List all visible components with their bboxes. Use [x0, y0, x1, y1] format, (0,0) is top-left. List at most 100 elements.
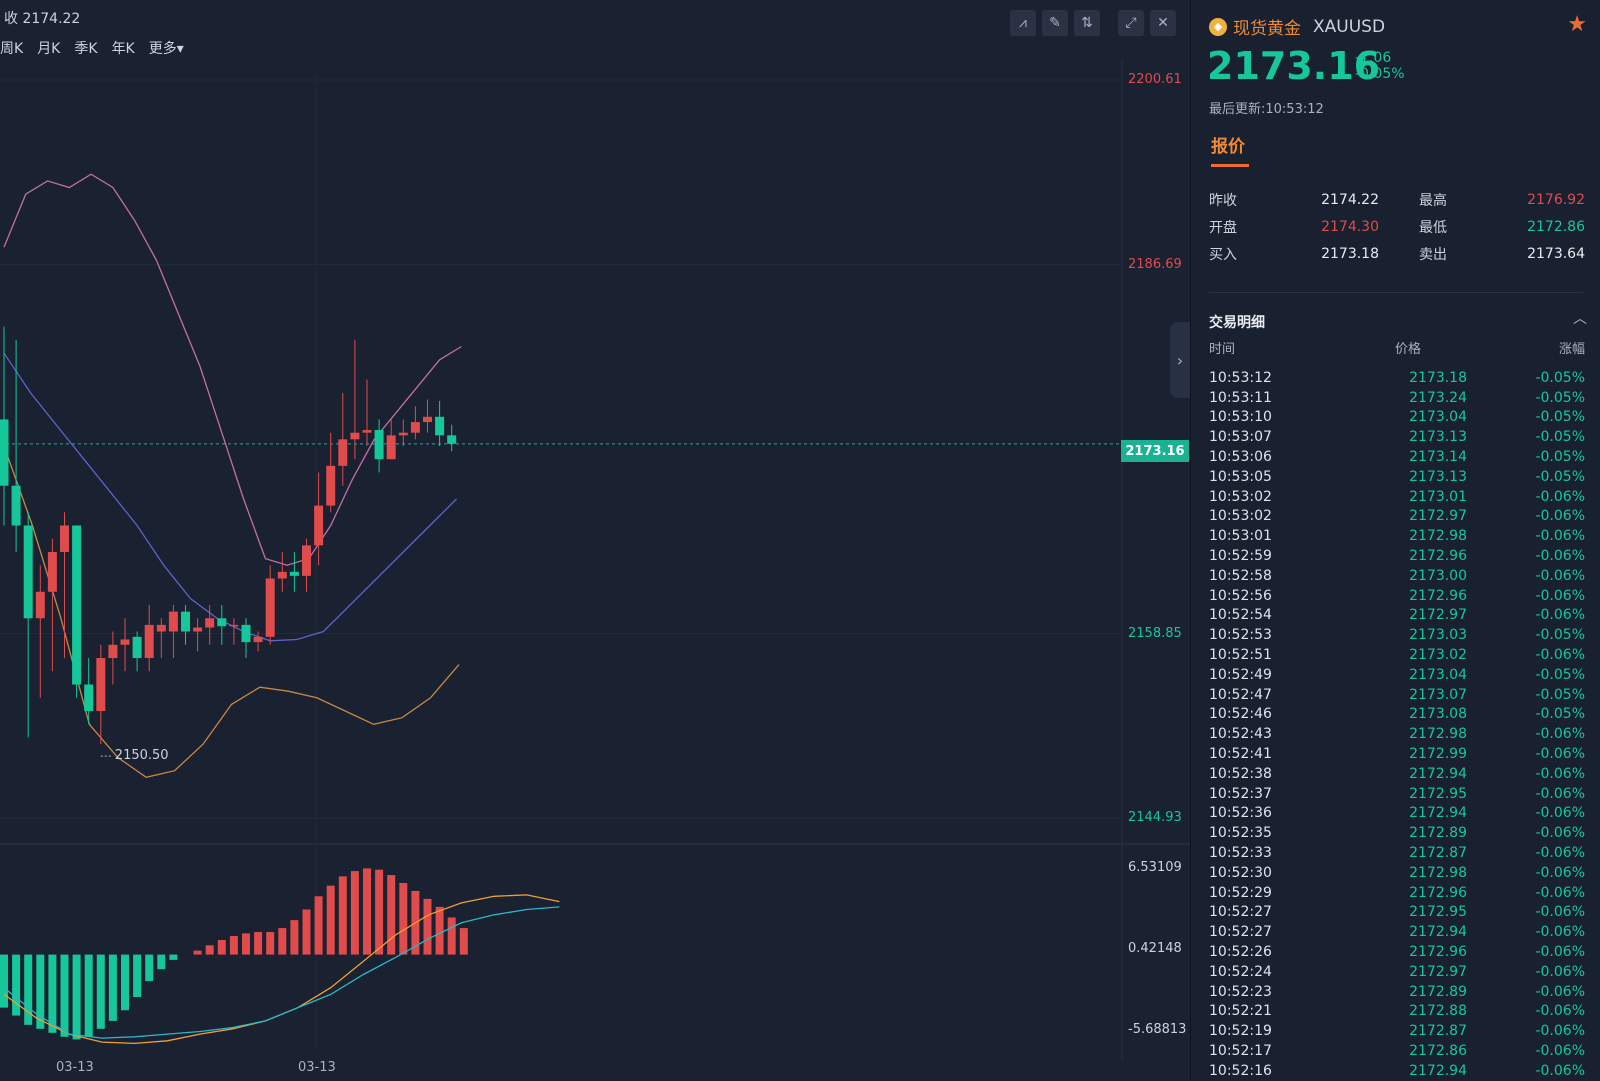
close-tool-button[interactable]: ✕ [1150, 10, 1176, 36]
last-updated: 最后更新:10:53:12 [1209, 102, 1324, 117]
trade-change: -0.06% [1535, 587, 1585, 604]
trade-change: -0.06% [1535, 488, 1585, 505]
trade-row: 10:52:58 2173.00 -0.06% [1209, 566, 1585, 586]
collapse-trades-chevron-up-icon[interactable]: ︿ [1573, 311, 1587, 327]
price-axis-label: 2200.61 [1128, 72, 1182, 87]
macd-bar [326, 885, 335, 955]
trade-row: 10:52:16 2172.94 -0.06% [1209, 1061, 1585, 1081]
macd-bar [387, 875, 396, 955]
chart-area[interactable]: 收 2174.22 周K 月K 季K 年K 更多▾ ⩘ ✎ ⇅ ⤢ ✕ 2200.61 2186.… [0, 0, 1190, 1080]
trade-time: 10:52:49 [1209, 666, 1272, 683]
candle-body [423, 416, 432, 423]
tab-underline [1211, 164, 1249, 167]
macd-bar [435, 906, 444, 955]
prev-close-label: 收 2174.22 [4, 11, 81, 27]
trade-price: 2172.94 [1409, 765, 1467, 782]
draw-tool-icon: ✎ [1049, 15, 1061, 31]
quote-value: 2172.86 [1527, 218, 1585, 235]
macd-bar [48, 954, 57, 1033]
compare-tool-button[interactable]: ⇅ [1074, 10, 1100, 36]
trade-change: -0.06% [1535, 805, 1585, 822]
macd-bar [96, 954, 105, 1029]
trade-price: 2172.94 [1409, 805, 1467, 822]
draw-tool-button[interactable]: ✎ [1042, 10, 1068, 36]
candle-body [302, 545, 311, 576]
trade-change: -0.05% [1535, 449, 1585, 466]
trade-change: -0.05% [1535, 706, 1585, 723]
macd-bar [254, 932, 263, 955]
header-price: 价格 [1394, 342, 1421, 357]
macd-bar [0, 954, 8, 1008]
candle-body [120, 639, 130, 645]
trade-row: 10:52:24 2172.97 -0.06% [1209, 962, 1585, 982]
candle-body [229, 624, 239, 627]
trade-row: 10:53:11 2173.24 -0.05% [1209, 388, 1585, 408]
trade-time: 10:52:59 [1209, 548, 1272, 565]
collapse-panel-handle[interactable]: › [1170, 322, 1190, 398]
chart-toolbar: ⩘ ✎ ⇅ ⤢ ✕ [1010, 10, 1176, 36]
period-tab[interactable]: 周K [0, 41, 24, 57]
macd-bar [72, 954, 81, 1040]
trade-price: 2173.03 [1409, 627, 1467, 644]
close-tool-icon: ✕ [1157, 15, 1169, 31]
period-tab[interactable]: 月K [37, 41, 61, 57]
trade-change: -0.06% [1535, 508, 1585, 525]
macd-bar [217, 940, 226, 955]
trade-change: -0.05% [1535, 389, 1585, 406]
trade-row: 10:53:02 2172.97 -0.06% [1209, 507, 1585, 527]
trade-row: 10:52:19 2172.87 -0.06% [1209, 1021, 1585, 1041]
trade-time: 10:52:23 [1209, 983, 1272, 1000]
macd-bar [423, 898, 432, 955]
indicator-tool-button[interactable]: ⩘ [1010, 10, 1036, 36]
candle-body [47, 551, 57, 592]
trade-time: 10:52:19 [1209, 1023, 1272, 1040]
trade-time: 10:52:27 [1209, 904, 1272, 921]
expand-tool-button[interactable]: ⤢ [1118, 10, 1144, 36]
macd-bar [447, 917, 456, 955]
trade-change: -0.05% [1535, 666, 1585, 683]
quote-grid: 昨收 2174.22 最高 2176.92 开盘 2174.30 最低 2172.86 买入 21… [1209, 186, 1585, 267]
trade-change: -0.06% [1535, 726, 1585, 743]
trade-time: 10:52:43 [1209, 726, 1272, 743]
trade-row: 10:52:35 2172.89 -0.06% [1209, 823, 1585, 843]
trade-price: 2172.98 [1409, 528, 1467, 545]
trade-row: 10:52:37 2172.95 -0.06% [1209, 784, 1585, 804]
trade-time: 10:52:33 [1209, 845, 1272, 862]
trade-time: 10:53:11 [1209, 389, 1272, 406]
trade-row: 10:52:51 2173.02 -0.06% [1209, 645, 1585, 665]
period-tab[interactable]: 年K [111, 41, 135, 57]
candle-body [96, 658, 106, 712]
period-tab[interactable]: 更多▾ [148, 41, 184, 57]
trade-row: 10:53:12 2173.18 -0.05% [1209, 368, 1585, 388]
macd-bar [459, 928, 468, 955]
macd-bar [60, 954, 69, 1037]
quote-label: 卖出 [1419, 246, 1447, 263]
kline-chart[interactable] [0, 0, 1190, 1080]
macd-axis-label: 6.53109 [1128, 860, 1182, 875]
trade-change: -0.06% [1535, 1003, 1585, 1020]
trade-change: -0.05% [1535, 369, 1585, 386]
trade-price: 2172.98 [1409, 726, 1467, 743]
trade-price: 2173.18 [1409, 369, 1467, 386]
trades-list: 10:53:12 2173.18 -0.05% 10:53:11 2173.24 -0.0… [1209, 368, 1585, 1081]
trade-time: 10:52:37 [1209, 785, 1272, 802]
quote-row: 昨收 2174.22 最高 2176.92 [1209, 186, 1585, 213]
macd-bar [145, 954, 154, 982]
trade-change: -0.06% [1535, 825, 1585, 842]
favorite-star-icon[interactable]: ★ [1567, 12, 1587, 37]
instrument-header: ◆ 现货黄金 XAUUSD [1209, 14, 1385, 39]
trade-change: -0.06% [1535, 924, 1585, 941]
tab-quote[interactable]: 报价 [1211, 137, 1245, 157]
candle-body [217, 618, 227, 627]
trade-change: -0.06% [1535, 765, 1585, 782]
period-tab[interactable]: 季K [74, 41, 98, 57]
macd-bar [242, 933, 250, 955]
trade-price: 2172.95 [1409, 785, 1467, 802]
trade-price: 2172.97 [1409, 508, 1467, 525]
trade-time: 10:52:36 [1209, 805, 1272, 822]
trade-row: 10:53:10 2173.04 -0.05% [1209, 408, 1585, 428]
boll-mid-line [3, 352, 457, 642]
current-price-tag: 2173.16 [1121, 440, 1189, 462]
trade-change: -0.06% [1535, 1042, 1585, 1059]
trade-price: 2172.96 [1409, 587, 1467, 604]
